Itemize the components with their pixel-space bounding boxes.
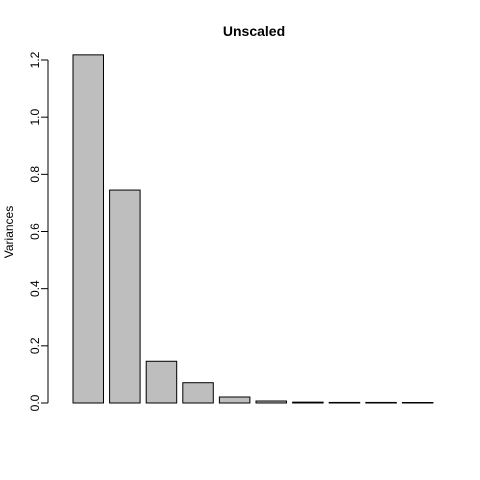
bar-7	[292, 401, 324, 404]
bar-5	[218, 396, 251, 404]
bar-3	[145, 360, 178, 404]
bar-8	[328, 401, 361, 404]
y-tick-label: 1.0	[28, 109, 42, 126]
y-tick-label: 0.8	[28, 166, 42, 183]
bar-1	[72, 54, 104, 404]
bars-layer	[72, 54, 434, 404]
chart-title: Unscaled	[223, 23, 285, 39]
bar-9	[365, 401, 397, 404]
y-tick-label: 0.2	[28, 337, 42, 354]
y-tick-label: 0.6	[28, 223, 42, 240]
bar-4	[182, 382, 214, 404]
y-tick-label: 0.4	[28, 280, 42, 297]
bar-10	[401, 402, 434, 404]
bar-6	[255, 400, 287, 404]
y-tick-label: 0.0	[28, 394, 42, 411]
y-tick-label: 1.2	[28, 51, 42, 68]
bar-2	[109, 189, 141, 404]
y-axis: 0.0 0.2 0.4 0.6 0.8 1.0 1.2	[28, 51, 49, 411]
y-axis-label: Variances	[2, 206, 16, 258]
